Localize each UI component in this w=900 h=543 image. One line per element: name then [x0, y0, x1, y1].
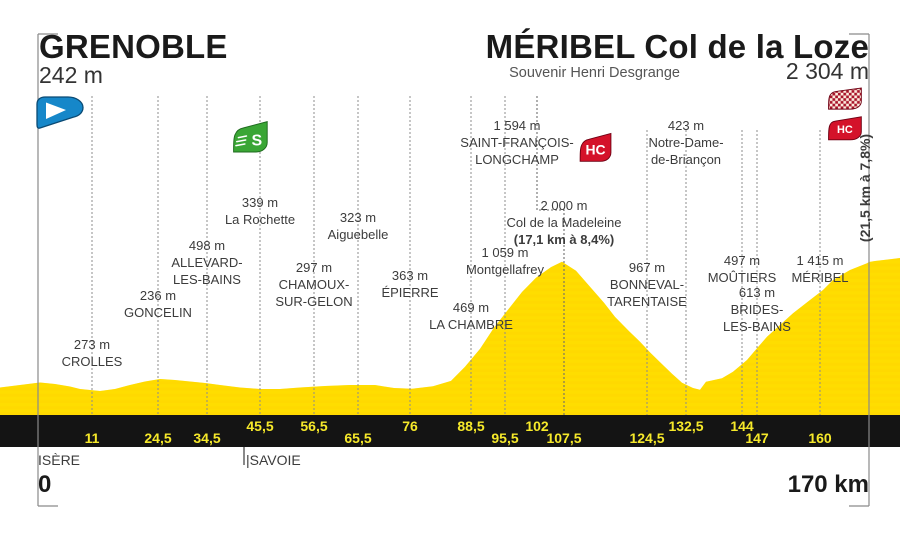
- svg-text:HC: HC: [837, 124, 853, 136]
- svg-text:S: S: [251, 133, 262, 150]
- svg-text:HC: HC: [585, 142, 605, 158]
